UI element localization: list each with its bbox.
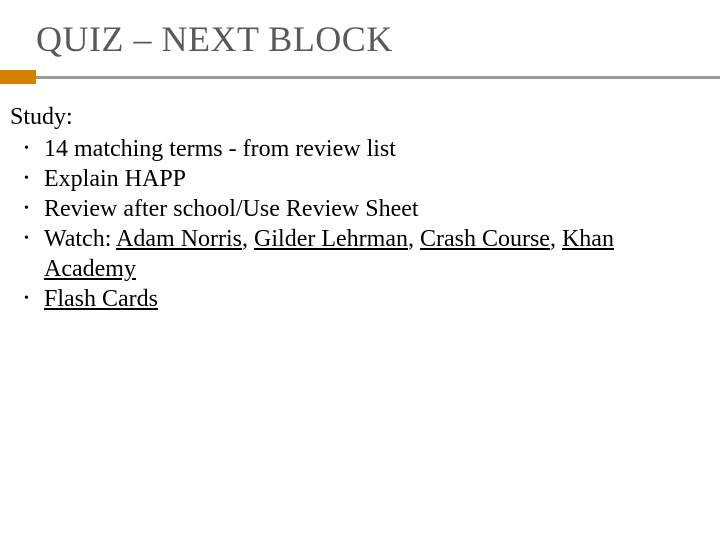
slide-title: QUIZ – NEXT BLOCK: [0, 0, 720, 70]
sep: ,: [550, 226, 562, 252]
sep: ,: [408, 226, 420, 252]
intro-text: Study:: [10, 102, 700, 132]
title-rule: [0, 70, 720, 84]
list-item: Explain HAPP: [10, 164, 700, 194]
slide-body: Study: 14 matching terms - from review l…: [0, 84, 720, 314]
sep: ,: [242, 226, 254, 252]
bullet-prefix: Watch:: [44, 226, 116, 252]
bullet-list: 14 matching terms - from review list Exp…: [10, 134, 700, 314]
link-gilder-lehrman[interactable]: Gilder Lehrman: [254, 226, 408, 252]
accent-block: [0, 70, 36, 84]
list-item: Watch: Adam Norris, Gilder Lehrman, Cras…: [10, 224, 700, 284]
link-adam-norris[interactable]: Adam Norris: [116, 226, 242, 252]
link-flash-cards[interactable]: Flash Cards: [44, 286, 158, 312]
list-item: Review after school/Use Review Sheet: [10, 194, 700, 224]
bullet-text: 14 matching terms - from review list: [44, 136, 396, 162]
slide: QUIZ – NEXT BLOCK Study: 14 matching ter…: [0, 0, 720, 540]
rule-line: [36, 76, 720, 79]
bullet-text: Review after school/Use Review Sheet: [44, 196, 419, 222]
list-item: Flash Cards: [10, 284, 700, 314]
list-item: 14 matching terms - from review list: [10, 134, 700, 164]
link-crash-course[interactable]: Crash Course: [420, 226, 550, 252]
bullet-text: Explain HAPP: [44, 166, 186, 192]
